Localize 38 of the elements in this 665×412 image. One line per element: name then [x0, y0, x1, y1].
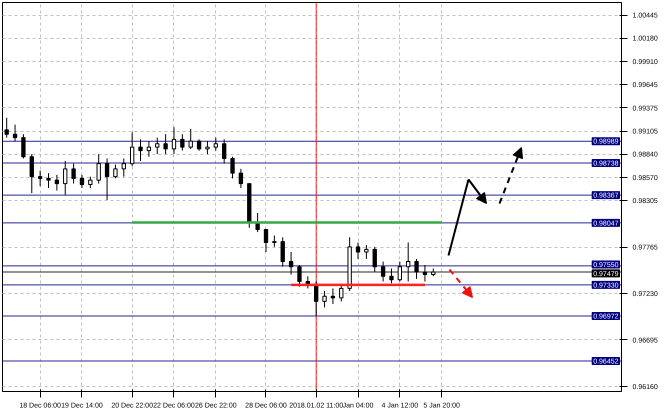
- candlestick: [180, 134, 185, 152]
- candlestick: [188, 128, 193, 150]
- candlestick: [113, 164, 118, 179]
- candlestick: [214, 137, 218, 152]
- candlestick: [264, 228, 268, 253]
- candlestick: [63, 160, 68, 196]
- candlestick: [130, 132, 134, 167]
- candlestick: [314, 280, 318, 317]
- candlestick: [71, 163, 76, 184]
- candlestick: [339, 284, 344, 302]
- candlestick: [104, 158, 110, 201]
- candlestick: [96, 154, 101, 184]
- candlestick: [230, 156, 235, 179]
- candlestick: [205, 140, 210, 155]
- candlestick: [196, 138, 202, 152]
- candlestick: [80, 174, 84, 188]
- candlestick: [30, 154, 34, 194]
- candlestick: [54, 174, 60, 191]
- candlestick: [46, 172, 51, 188]
- candlestick: [222, 138, 226, 164]
- candlestick: [280, 236, 285, 268]
- candlestick: [4, 117, 9, 138]
- candlestick: [21, 134, 26, 159]
- candlestick: [172, 126, 176, 155]
- candlestick: [155, 137, 160, 155]
- candlestick: [12, 124, 18, 142]
- candlestick: [330, 288, 336, 304]
- candlestick: [238, 168, 244, 188]
- candlestick: [146, 140, 152, 158]
- candlestick: [122, 158, 126, 178]
- candlestick: [272, 235, 277, 248]
- candlestick: [38, 170, 42, 187]
- candlestick: [364, 244, 369, 260]
- candlestick: [356, 242, 360, 260]
- candlestick: [163, 134, 168, 155]
- candlestick: [322, 290, 327, 308]
- candlestick: [88, 176, 93, 188]
- candlestick: [138, 138, 143, 162]
